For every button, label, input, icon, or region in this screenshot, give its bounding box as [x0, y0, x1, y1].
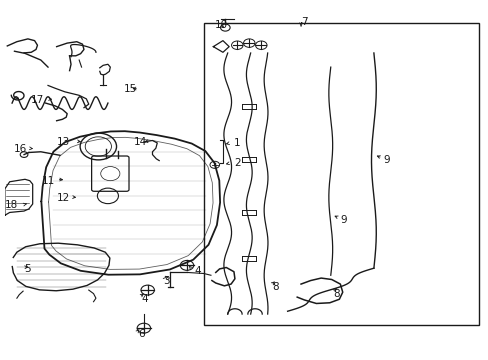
Text: 4: 4 [194, 266, 201, 276]
Text: 14: 14 [133, 137, 146, 147]
Text: 1: 1 [233, 138, 240, 148]
Text: 17: 17 [31, 95, 44, 104]
Text: 6: 6 [138, 329, 144, 339]
Bar [203, 23, 478, 325]
Text: 4: 4 [141, 294, 148, 304]
Text: 18: 18 [5, 201, 18, 210]
Text: 9: 9 [383, 154, 389, 165]
Text: 10: 10 [214, 20, 227, 30]
Text: 12: 12 [57, 193, 70, 203]
Text: 13: 13 [57, 137, 70, 147]
Text: 2: 2 [233, 158, 240, 168]
Text: 11: 11 [42, 176, 56, 186]
Text: 9: 9 [340, 215, 346, 225]
Text: 5: 5 [24, 264, 31, 274]
Text: 8: 8 [272, 282, 278, 292]
Text: 15: 15 [123, 84, 137, 94]
Text: 8: 8 [332, 289, 339, 298]
Text: 16: 16 [14, 144, 27, 154]
Text: 3: 3 [163, 275, 169, 285]
Text: 7: 7 [301, 17, 307, 27]
